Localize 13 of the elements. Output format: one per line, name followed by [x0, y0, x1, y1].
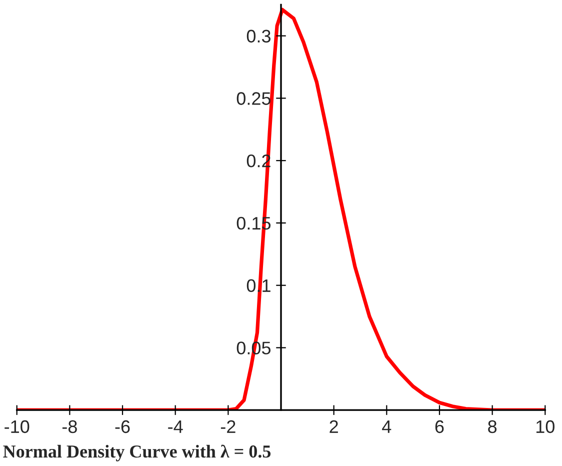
x-tick-label: 2 — [330, 420, 338, 433]
x-tick-label: -4 — [168, 420, 183, 433]
x-tick-label: -8 — [62, 420, 77, 434]
y-tick-label: 0.3 — [246, 30, 270, 43]
line-series — [16, 8, 546, 410]
x-tick-label: 6 — [435, 420, 444, 434]
x-tick-label: 8 — [488, 420, 497, 434]
text: Normal Density Curve with λ = 0.5 — [3, 444, 271, 462]
x-tick-label: 10 — [536, 420, 554, 434]
x-tick-label: -10 — [4, 420, 30, 434]
x-tick-label: -2 — [220, 420, 236, 433]
x-tick-label: -6 — [115, 420, 130, 434]
x-tick-label: 4 — [382, 420, 392, 433]
